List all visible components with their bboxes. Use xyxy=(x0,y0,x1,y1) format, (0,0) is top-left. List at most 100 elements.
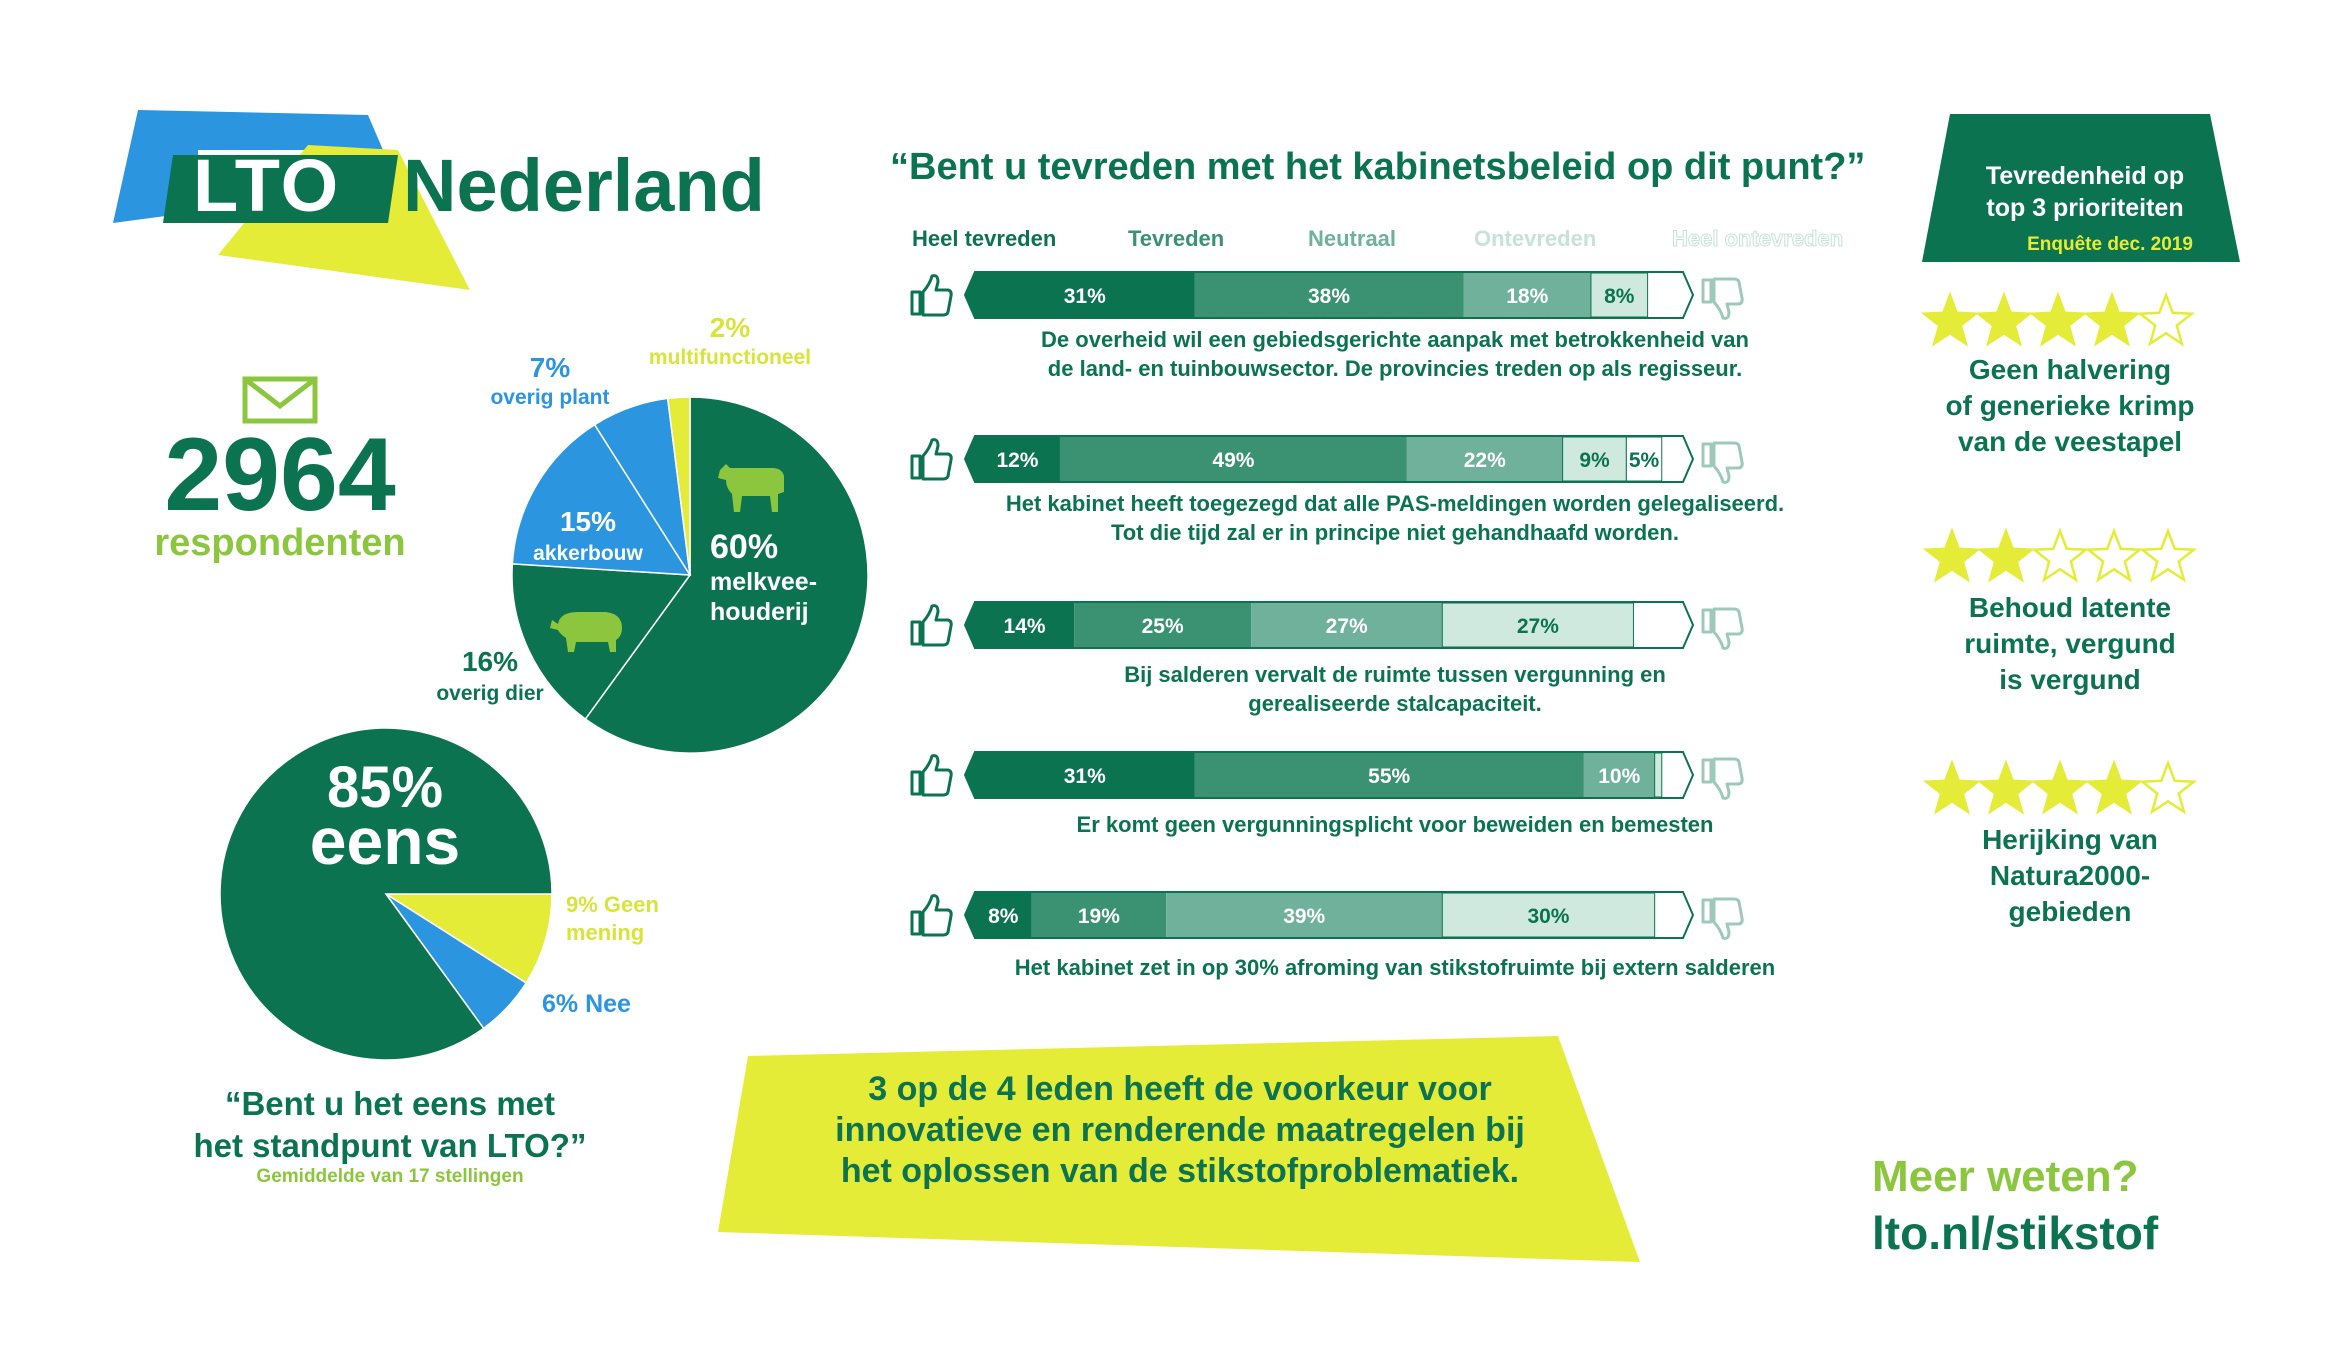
thumbs-down-icon xyxy=(1701,441,1744,484)
statement-1-line1: De overheid wil een gebiedsgerichte aanp… xyxy=(1041,327,1749,352)
bar-segment-neutraal xyxy=(1463,273,1591,317)
bar-segment-heel-tevreden xyxy=(975,273,1195,317)
satisfaction-bar-chart: 31% 38% 18% 8% 12% 49% 22% 9% 5% 14% 25% 27% 27% 31% 5… xyxy=(910,271,1744,940)
slice-label-overig-dier-name: overig dier xyxy=(436,682,544,705)
priority-1-line1: Geen halvering xyxy=(1968,354,2172,385)
priority-2-line2: ruimte, vergund xyxy=(1964,628,2176,659)
bar-segment-heel-tevreden xyxy=(975,437,1060,481)
bar-segment-tevreden xyxy=(1074,603,1252,647)
star-filled-icon xyxy=(1922,528,1982,583)
cow-icon xyxy=(712,458,792,519)
bar-value-label: 8% xyxy=(988,905,1019,928)
logo-name-text: Nederland xyxy=(403,144,765,227)
survey-question: “Bent u tevreden met het kabinetsbeleid … xyxy=(890,146,1866,188)
agree-neutral-label: 9% Geen xyxy=(566,892,659,917)
slice-label-multifunctioneel-pct: 2% xyxy=(709,312,751,343)
bar-segment-ontevreden xyxy=(1441,602,1634,648)
bar-segment-neutraal xyxy=(1166,893,1443,937)
logo-shapes xyxy=(113,110,483,290)
agree-question: “Bent u het eens met xyxy=(224,1085,556,1122)
respondents-count: 2964 xyxy=(164,417,396,533)
conclusion-banner-shape xyxy=(718,1036,1640,1262)
bar-segment-tevreden xyxy=(1031,893,1167,937)
agree-note: Gemiddelde van 17 stellingen xyxy=(256,1166,524,1187)
priority-3-stars xyxy=(1922,760,2198,815)
logo-badge-text: LTO xyxy=(193,144,341,227)
star-filled-icon xyxy=(2028,292,2088,347)
bar-segment-ontevreden xyxy=(1441,892,1656,938)
bar-value-label: 27% xyxy=(1326,615,1368,638)
bar-row-1: 31% 38% 18% 8% xyxy=(910,271,1744,320)
bar-segment-neutraal xyxy=(1251,603,1443,647)
slice-label-melkvee-name: melkvee- xyxy=(710,568,818,596)
bar-row-3: 14% 25% 27% 27% xyxy=(910,601,1744,650)
star-filled-icon xyxy=(2030,760,2090,815)
star-filled-icon xyxy=(1976,528,2036,583)
bar-value-label: 31% xyxy=(1064,285,1106,308)
bar-segment-tevreden xyxy=(1194,753,1584,797)
bar-value-label: 18% xyxy=(1506,285,1548,308)
slice-label-overig-plant-name: overig plant xyxy=(490,386,610,409)
sector-pie-chart xyxy=(511,396,869,754)
bar-value-label: 12% xyxy=(996,449,1038,472)
priority-2-line1: Behoud latente xyxy=(1968,592,2172,623)
thumbs-down-icon xyxy=(1701,277,1744,320)
bar-value-label: 39% xyxy=(1283,905,1325,928)
thumbs-down-icon xyxy=(1701,757,1744,800)
bar-value-label: 8% xyxy=(1604,285,1635,308)
bar-arrow-tip xyxy=(965,752,975,798)
thumbs-up-icon xyxy=(910,274,953,317)
bar-segment-ontevreden xyxy=(1654,752,1663,798)
agree-neutral-label2: mening xyxy=(566,920,645,945)
respondents-label: respondenten xyxy=(154,522,406,564)
agree-big-label: eens xyxy=(309,804,461,878)
legend-neutraal: Neutraal xyxy=(1308,226,1397,251)
bar-arrow-tip xyxy=(965,602,975,648)
slice-label-melkvee-name2: houderij xyxy=(710,598,809,626)
star-filled-icon xyxy=(1976,760,2036,815)
bar-segment-neutraal xyxy=(1583,753,1655,797)
priorities-header-shape xyxy=(1922,114,2240,262)
thumbs-up-icon xyxy=(910,894,953,937)
pie-slice-melkveehouderij xyxy=(584,396,869,754)
pie-slice-eens xyxy=(219,727,553,1061)
agree-no-label: 6% Nee xyxy=(542,990,631,1018)
thumbs-up-icon xyxy=(910,438,953,481)
bar-arrow-tip xyxy=(965,436,975,482)
statement-5-line1: Het kabinet zet in op 30% afroming van s… xyxy=(1014,955,1776,980)
legend-heel-ontevreden: Heel ontevreden xyxy=(1671,226,1844,252)
legend-ontevreden: Ontevreden xyxy=(1474,226,1597,251)
slice-label-overig-dier-pct: 16% xyxy=(461,646,519,677)
star-filled-icon xyxy=(1922,760,1982,815)
more-info-link[interactable]: lto.nl/stikstof xyxy=(1872,1207,2159,1259)
thumbs-down-icon xyxy=(1701,897,1744,940)
bar-segment-ontevreden xyxy=(1562,436,1627,482)
star-filled-icon xyxy=(2084,760,2144,815)
priority-3-line1: Herijking van xyxy=(1982,824,2158,855)
pig-icon xyxy=(548,606,628,659)
slice-label-melkvee-pct: 60% xyxy=(710,528,779,566)
bar-row-4: 31% 55% 10% xyxy=(910,751,1744,800)
bar-segment-tevreden xyxy=(1059,437,1407,481)
statement-3-line1: Bij salderen vervalt de ruimte tussen ve… xyxy=(1124,662,1666,687)
bar-value-label: 49% xyxy=(1212,449,1254,472)
priority-2-line3: is vergund xyxy=(1999,664,2141,695)
star-empty-icon xyxy=(2084,528,2144,583)
priorities-subtitle: Enquête dec. 2019 xyxy=(2027,234,2193,255)
lto-logo[interactable]: LTO Nederland xyxy=(98,105,818,295)
priority-3-line2: Natura2000- xyxy=(1989,860,2151,891)
conclusion-line3: het oplossen van de stikstofproblematiek… xyxy=(840,1152,1520,1190)
star-filled-icon xyxy=(1920,292,1980,347)
bar-row-2: 12% 49% 22% 9% 5% xyxy=(910,435,1744,484)
bar-value-label: 27% xyxy=(1517,615,1559,638)
bar-value-label: 22% xyxy=(1464,449,1506,472)
bar-arrow-tip xyxy=(965,272,975,318)
priority-1-stars xyxy=(1920,292,2196,347)
conclusion-line2: innovatieve en renderende maatregelen bi… xyxy=(835,1111,1525,1149)
statement-3-line2: gerealiseerde stalcapaciteit. xyxy=(1248,691,1542,716)
statement-1-line2: de land- en tuinbouwsector. De provincie… xyxy=(1047,356,1743,381)
agree-question2: het standpunt van LTO?” xyxy=(193,1127,587,1164)
agree-big-pct: 85% xyxy=(326,755,444,820)
thumbs-down-icon xyxy=(1701,607,1744,650)
slice-label-multifunctioneel-name: multifunctioneel xyxy=(648,346,812,369)
